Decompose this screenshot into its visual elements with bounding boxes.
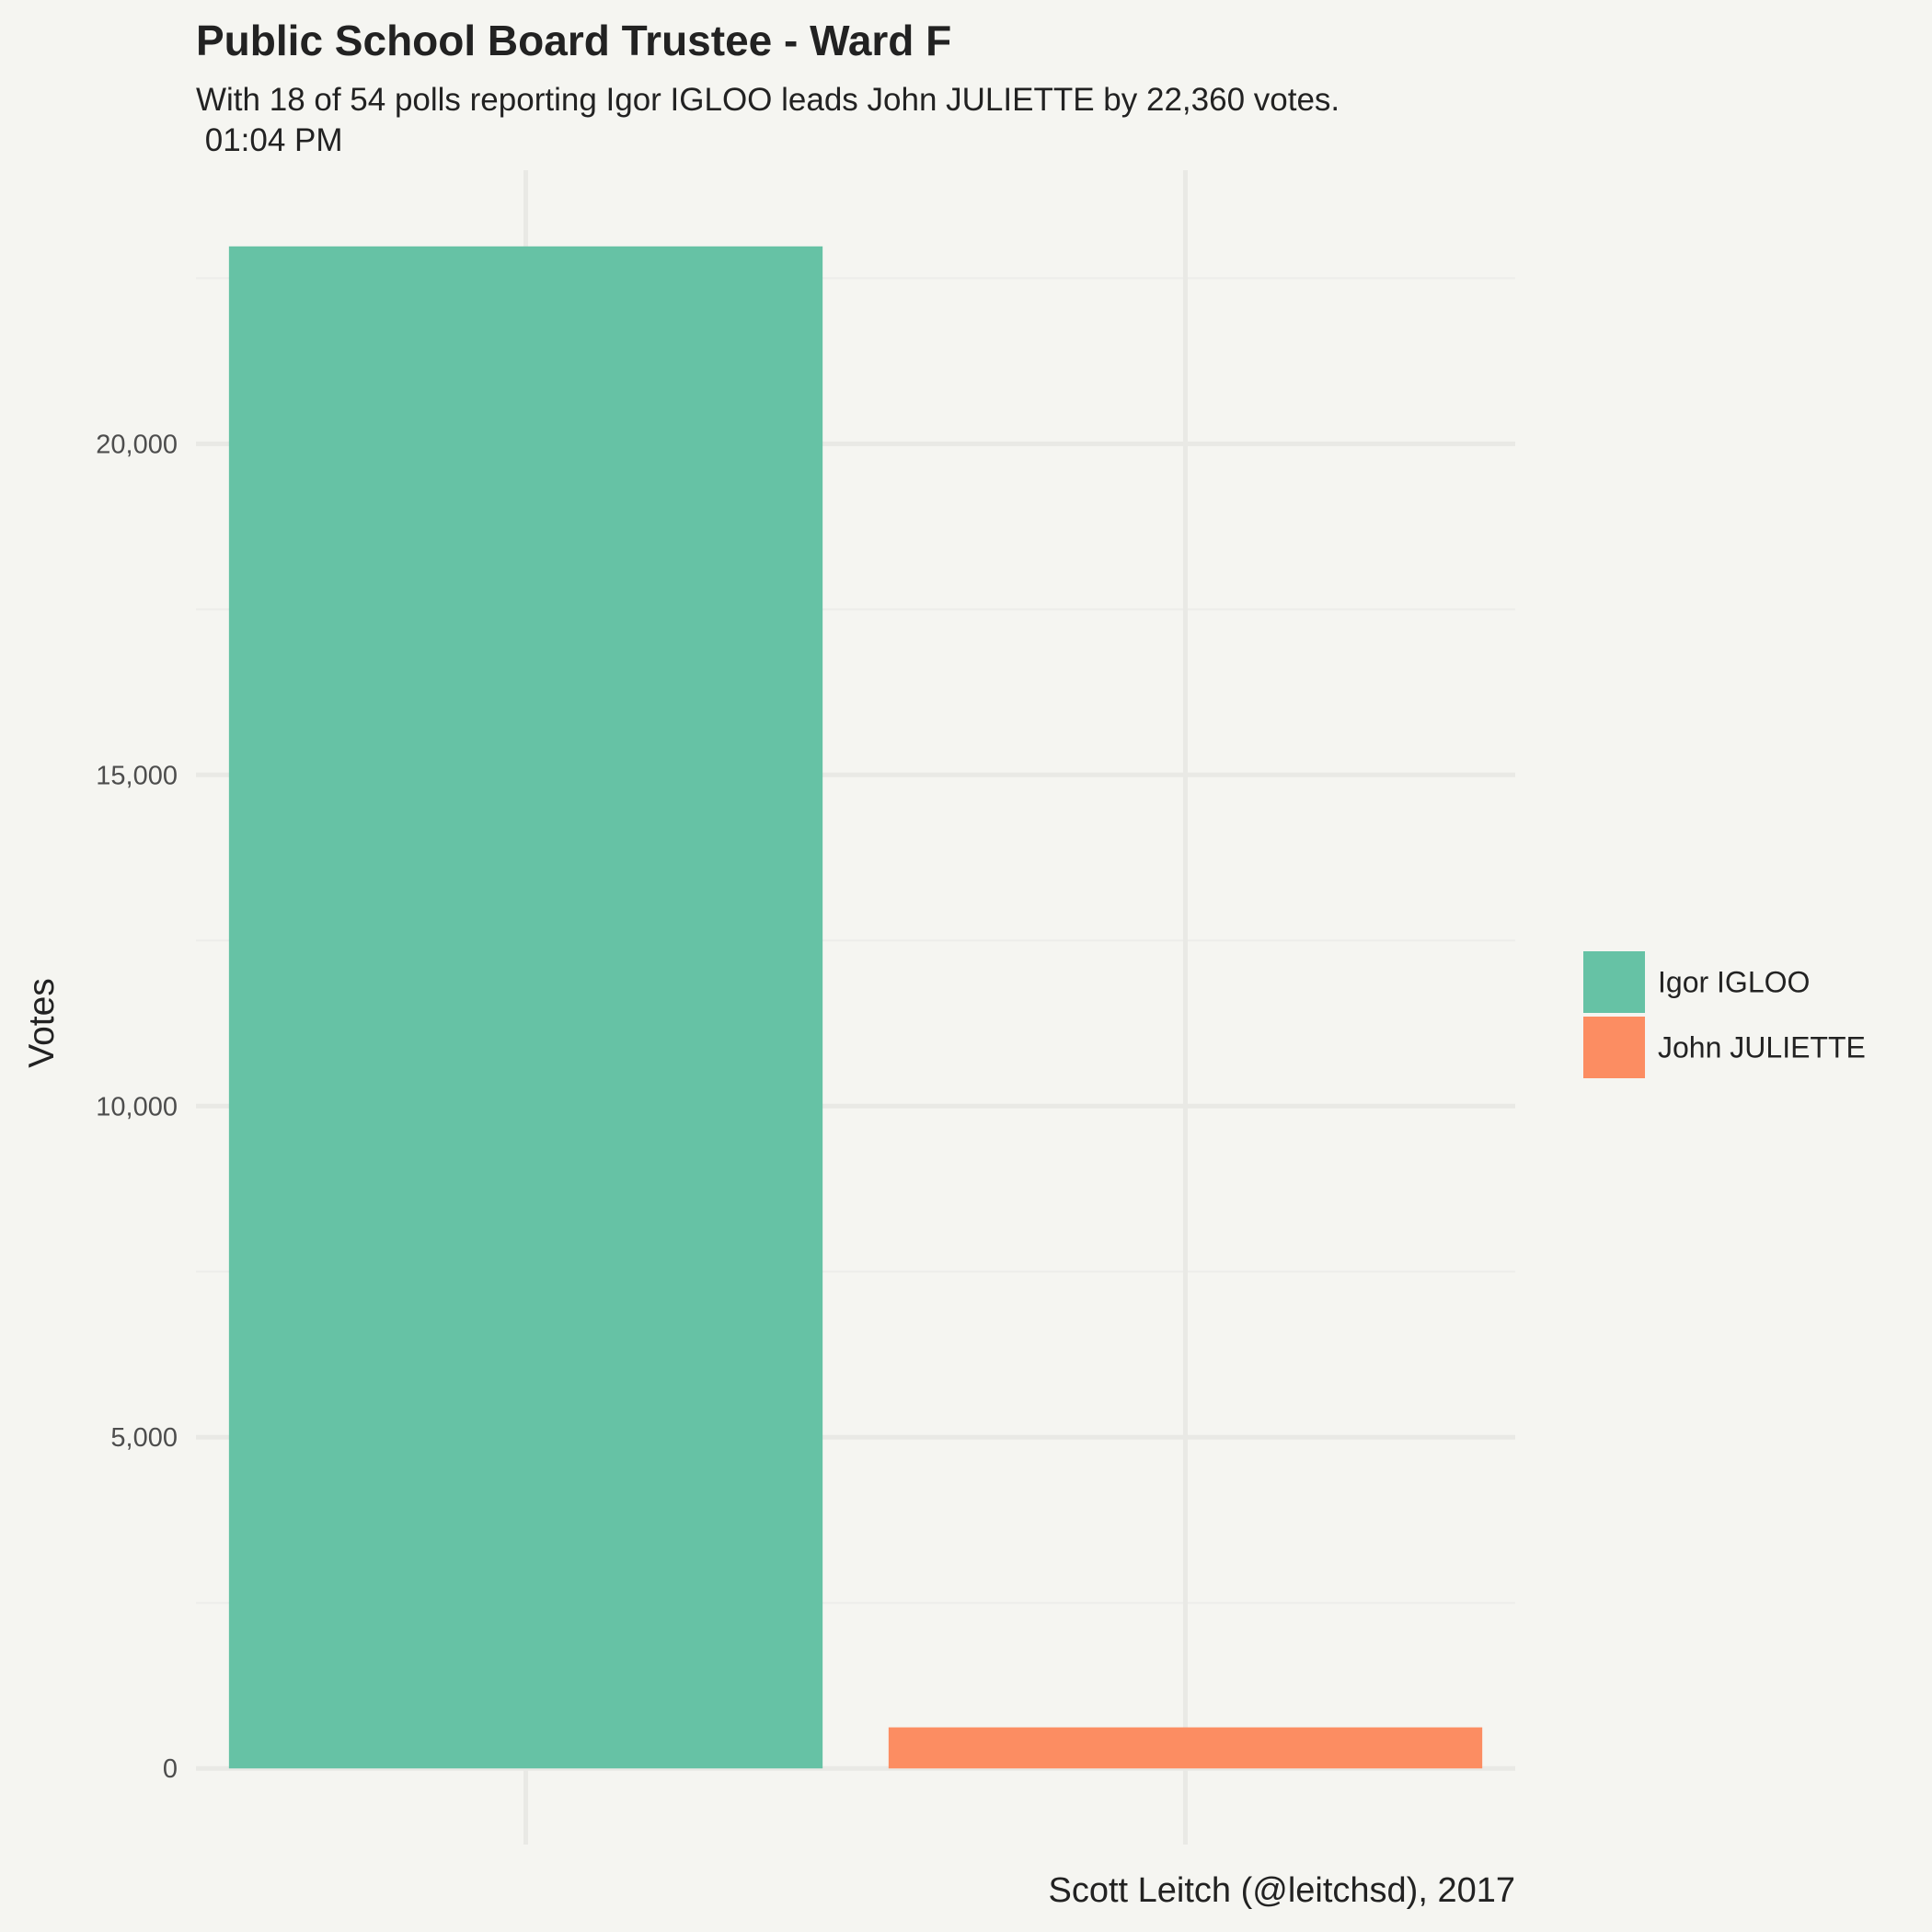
- legend-label: Igor IGLOO: [1658, 966, 1810, 999]
- y-tick-label: 15,000: [96, 761, 178, 790]
- chart-subtitle-line-1: With 18 of 54 polls reporting Igor IGLOO…: [196, 82, 1340, 118]
- y-axis-tick-labels: 0 5,000 10,000 15,000 20,000: [96, 430, 178, 1784]
- y-axis-title: Votes: [22, 978, 62, 1068]
- y-tick-label: 0: [163, 1754, 178, 1784]
- y-tick-label: 5,000: [110, 1423, 178, 1453]
- bar-john-juliette: [888, 1727, 1483, 1769]
- y-tick-label: 20,000: [96, 430, 178, 459]
- plot-area: 0 5,000 10,000 15,000 20,000: [96, 170, 1515, 1845]
- legend-key: [1583, 951, 1645, 1013]
- bars: [228, 246, 1483, 1769]
- chart-caption: Scott Leitch (@leitchsd), 2017: [1049, 1871, 1516, 1910]
- chart-title: Public School Board Trustee - Ward F: [196, 17, 951, 64]
- y-tick-label: 10,000: [96, 1092, 178, 1121]
- legend-label: John JULIETTE: [1658, 1031, 1866, 1064]
- legend: Igor IGLOO John JULIETTE: [1583, 951, 1866, 1078]
- chart-subtitle-line-2: 01:04 PM: [196, 122, 343, 158]
- bar-igor-igloo: [228, 246, 823, 1769]
- legend-key: [1583, 1017, 1645, 1078]
